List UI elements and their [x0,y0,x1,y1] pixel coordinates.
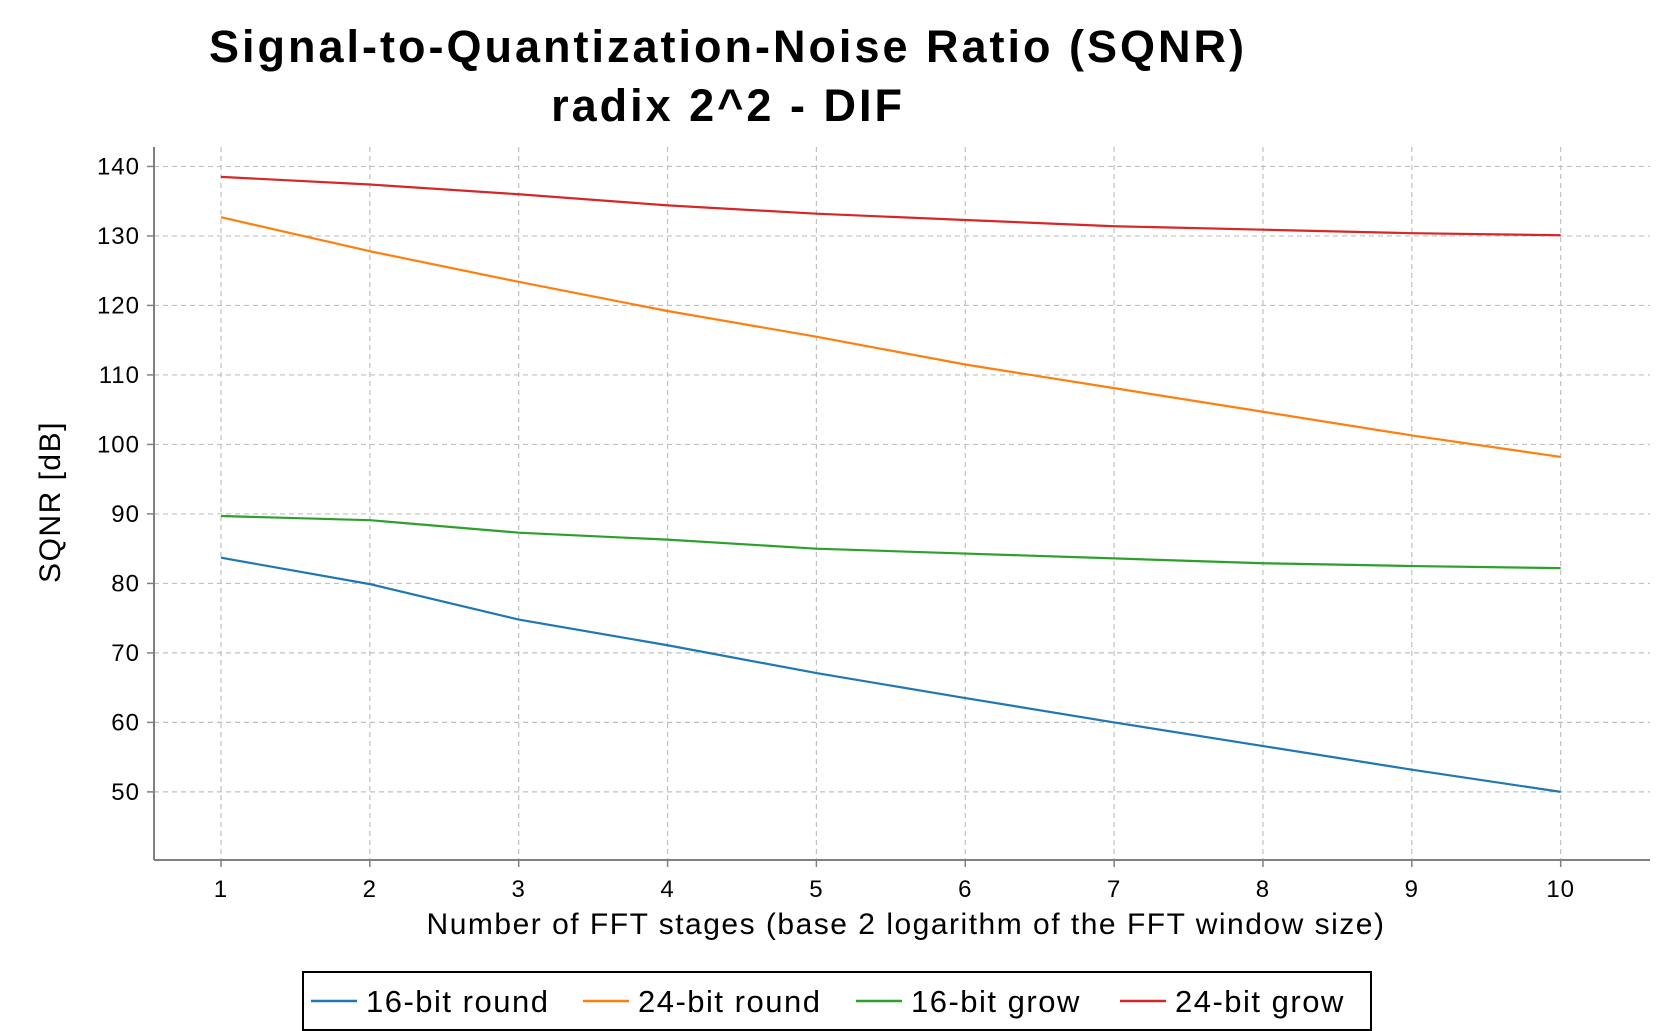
chart-subtitle: radix 2^2 - DIF [551,80,905,131]
series-line-16-bit-grow [220,514,1561,570]
series-line-24-bit-grow [220,175,1561,237]
y-tick-label: 120 [97,292,140,319]
series-line-16-bit-round [220,556,1561,793]
x-tick-label: 8 [1256,876,1270,903]
legend-label-16-bit-grow: 16-bit grow [911,984,1081,1019]
legend-label-24-bit-round: 24-bit round [638,984,821,1019]
x-tick-label: 3 [512,876,526,903]
x-tick-label: 6 [958,876,972,903]
legend-box [302,971,1372,1031]
y-tick-label: 140 [97,153,140,180]
x-tick-label: 10 [1546,876,1575,903]
y-tick-label: 110 [99,362,140,389]
legend-label-16-bit-round: 16-bit round [366,984,549,1019]
x-axis-label: Number of FFT stages (base 2 logarithm o… [427,908,1386,941]
y-tick-label: 130 [97,223,140,250]
y-tick-label: 100 [97,431,140,458]
y-tick-label: 80 [111,570,140,597]
x-tick-label: 1 [214,876,228,903]
x-tick-label: 2 [363,876,377,903]
y-tick-labels: 50 60 70 80 90 100 110 120 130 140 [97,153,140,806]
y-tick-label: 90 [111,501,140,528]
data-series [220,175,1561,793]
chart-title: Signal-to-Quantization-Noise Ratio (SQNR… [209,21,1247,72]
plot-axes [147,147,1650,867]
x-tick-label: 4 [660,876,674,903]
x-tick-label: 7 [1107,876,1121,903]
grid-lines [154,147,1650,860]
y-axis-label: SQNR [dB] [34,421,67,583]
legend-label-24-bit-grow: 24-bit grow [1175,984,1345,1019]
y-tick-label: 60 [111,709,140,736]
x-tick-labels: 1 2 3 4 5 6 7 8 9 10 [214,876,1575,903]
series-line-24-bit-round [220,216,1561,459]
y-tick-label: 70 [111,640,140,667]
x-tick-label: 9 [1405,876,1419,903]
x-tick-label: 5 [809,876,823,903]
chart-legend: 16-bit round 24-bit round 16-bit grow 24-bi… [302,971,1372,1031]
y-tick-label: 50 [111,779,140,806]
